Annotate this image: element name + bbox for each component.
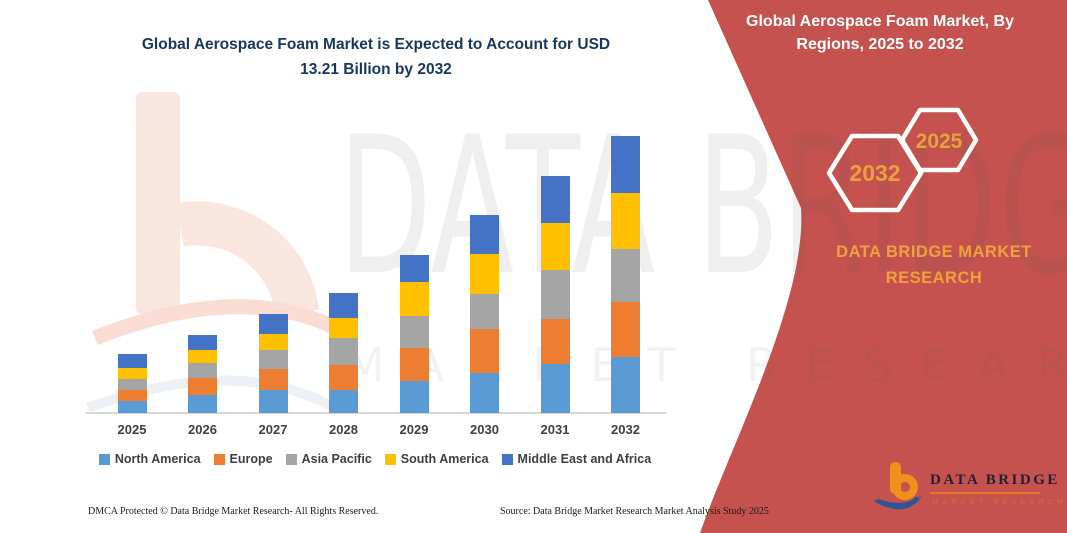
legend-swatch	[501, 453, 513, 465]
x-axis-label-2026: 2026	[188, 422, 217, 437]
bar-2025	[117, 354, 147, 413]
x-axis-label-2027: 2027	[258, 422, 288, 437]
bar-2031-segment-north-america	[540, 363, 570, 413]
bar-2026-segment-north-america	[188, 395, 217, 413]
bar-2029-segment-europe	[399, 348, 429, 382]
bar-2027-segment-middle-east-and-africa	[258, 314, 288, 334]
x-axis-line	[86, 412, 666, 414]
bar-2030-segment-south-america	[470, 253, 499, 294]
banner-heading: Global Aerospace Foam Market, By Regions…	[715, 10, 1045, 56]
footer-dmca-text: DMCA Protected © Data Bridge Market Rese…	[88, 506, 379, 517]
legend-swatch	[384, 453, 396, 465]
bar-2028-segment-middle-east-and-africa	[329, 293, 358, 318]
banner-brand-line2: RESEARCH	[885, 268, 983, 287]
bar-2028-segment-europe	[329, 365, 358, 390]
bar-2032-segment-europe	[611, 302, 640, 358]
chart-legend: North America Europe Asia Pacific South Ame…	[80, 452, 670, 466]
bar-2031-segment-asia-pacific	[540, 270, 570, 319]
bar-2028-segment-south-america	[329, 317, 358, 338]
chart-title-line2: 13.21 Billion by 2032	[300, 60, 452, 78]
bar-2027-segment-asia-pacific	[258, 349, 288, 369]
legend-item-middle-east-and-africa: Middle East and Africa	[501, 452, 652, 466]
bar-2031-segment-europe	[540, 318, 570, 364]
bar-2032-segment-south-america	[611, 193, 640, 249]
x-axis-label-2031: 2031	[540, 422, 570, 437]
bar-2026-segment-south-america	[188, 349, 217, 364]
bar-2028	[329, 293, 358, 413]
bar-2030	[470, 215, 499, 413]
company-logo: DATA BRIDGE MARKET RESEARCH	[872, 456, 1063, 518]
hexagon-2032-label: 2032	[849, 160, 900, 186]
bar-2025-segment-north-america	[117, 401, 147, 413]
bar-2032-segment-middle-east-and-africa	[611, 136, 640, 194]
hexagon-2025-label: 2025	[916, 130, 963, 153]
bar-2032-segment-asia-pacific	[611, 248, 640, 303]
bar-2030-segment-north-america	[470, 373, 499, 413]
bar-2029-segment-asia-pacific	[399, 316, 429, 349]
legend-label: South America	[400, 452, 489, 466]
company-logo-icon	[874, 462, 924, 510]
bar-2029-segment-middle-east-and-africa	[399, 254, 429, 283]
chart-title: Global Aerospace Foam Market is Expected…	[101, 33, 651, 83]
bar-2031-segment-south-america	[540, 222, 570, 271]
banner-brand-text: DATA BRIDGE MARKET RESEARCH	[808, 240, 1060, 291]
company-logo-subtitle: MARKET RESEARCH	[932, 497, 1067, 506]
bar-2032	[611, 136, 640, 413]
legend-label: Asia Pacific	[301, 452, 372, 466]
legend-item-north-america: North America	[98, 452, 201, 466]
bar-2032-segment-north-america	[611, 357, 640, 413]
bar-chart: 2025 2026 2027 2028 2029 2030 2031 2032	[86, 130, 668, 437]
x-axis-label-2030: 2030	[470, 422, 499, 437]
legend-label: Middle East and Africa	[517, 452, 652, 466]
banner-brand-line1: DATA BRIDGE MARKET	[836, 243, 1032, 261]
hexagon-2025	[899, 107, 979, 173]
legend-swatch	[285, 453, 297, 465]
bar-2031-segment-middle-east-and-africa	[540, 176, 570, 223]
bar-2027-segment-europe	[258, 368, 288, 390]
bar-2030-segment-europe	[470, 329, 499, 374]
banner-heading-line2: Regions, 2025 to 2032	[796, 36, 964, 54]
bar-2027-segment-south-america	[258, 333, 288, 350]
legend-label: Europe	[229, 452, 273, 466]
bar-2025-segment-south-america	[117, 368, 147, 380]
company-logo-name: DATA BRIDGE	[930, 472, 1060, 488]
legend-item-asia-pacific: Asia Pacific	[285, 452, 372, 466]
bar-2029-segment-north-america	[399, 381, 429, 413]
bar-2028-segment-asia-pacific	[329, 337, 358, 366]
bar-2029-segment-south-america	[399, 282, 429, 317]
legend-label: North America	[114, 452, 201, 466]
banner-heading-line1: Global Aerospace Foam Market, By	[746, 13, 1014, 30]
bar-2026-segment-europe	[188, 377, 217, 396]
x-axis-label-2029: 2029	[399, 422, 429, 437]
legend-item-south-america: South America	[384, 452, 489, 466]
bar-2025-segment-asia-pacific	[117, 379, 147, 390]
bar-2030-segment-middle-east-and-africa	[470, 215, 499, 254]
legend-swatch	[98, 453, 110, 465]
company-logo-underline	[930, 492, 1040, 494]
bar-2028-segment-north-america	[329, 389, 358, 413]
bar-2025-segment-middle-east-and-africa	[117, 354, 147, 369]
legend-swatch	[213, 453, 225, 465]
bar-2029	[399, 254, 429, 413]
x-axis-label-2025: 2025	[117, 422, 147, 437]
bar-2027	[258, 314, 288, 413]
x-axis-label-2028: 2028	[329, 422, 358, 437]
bar-2027-segment-north-america	[258, 389, 288, 413]
bar-2026-segment-asia-pacific	[188, 363, 217, 378]
footer-source-text: Source: Data Bridge Market Research Mark…	[500, 506, 769, 517]
bar-2030-segment-asia-pacific	[470, 293, 499, 330]
legend-item-europe: Europe	[213, 452, 273, 466]
hexagon-2032	[826, 133, 924, 213]
hexagon-badges: 2032 2025	[826, 107, 979, 213]
bar-2026	[188, 335, 217, 413]
bar-2025-segment-europe	[117, 389, 147, 402]
chart-title-line1: Global Aerospace Foam Market is Expected…	[141, 36, 611, 53]
x-axis-label-2032: 2032	[611, 422, 640, 437]
bar-2026-segment-middle-east-and-africa	[188, 335, 217, 350]
bar-2031	[540, 176, 570, 413]
